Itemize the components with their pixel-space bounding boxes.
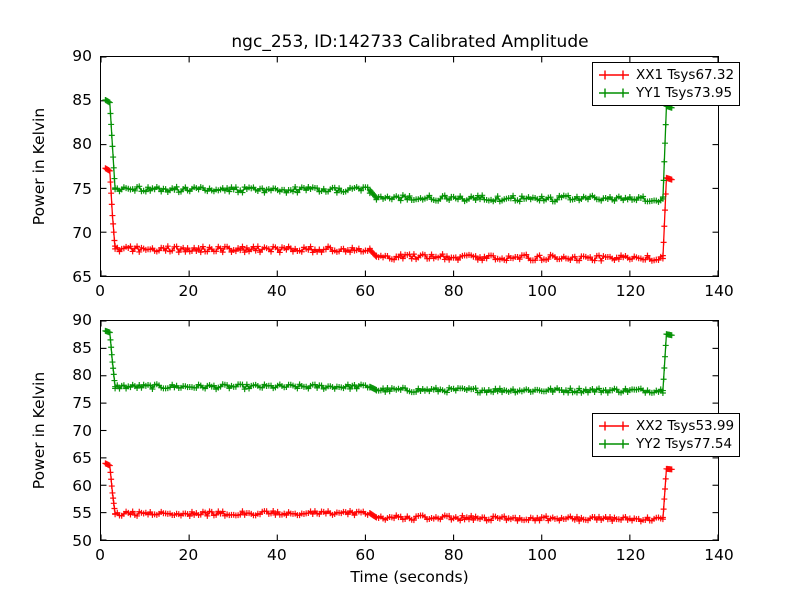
top-subplot-legend: XX1 Tsys67.32 YY1 Tsys73.95 (592, 62, 740, 106)
x-tick-label: 80 (444, 546, 464, 564)
bottom-subplot-legend: XX2 Tsys53.99 YY2 Tsys77.54 (592, 413, 740, 457)
x-tick-label: 140 (704, 546, 734, 564)
legend-label: YY2 Tsys77.54 (636, 437, 732, 451)
legend-entry: XX2 Tsys53.99 (597, 417, 734, 435)
legend-label: YY1 Tsys73.95 (636, 86, 732, 100)
legend-marker-icon (597, 419, 631, 433)
x-axis-label: Time (seconds) (100, 568, 719, 586)
x-tick-label: 140 (704, 282, 734, 300)
x-tick-label: 60 (355, 282, 375, 300)
legend-marker-icon (597, 437, 631, 451)
x-tick-label: 20 (179, 546, 199, 564)
legend-marker-icon (597, 86, 631, 100)
x-tick-label: 120 (616, 546, 646, 564)
data-series-xx (102, 460, 674, 524)
x-tick-label: 60 (355, 546, 375, 564)
x-tick-label: 100 (527, 546, 557, 564)
x-tick-label: 80 (444, 282, 464, 300)
page-title: ngc_253, ID:142733 Calibrated Amplitude (100, 32, 720, 52)
data-series-yy (102, 97, 674, 205)
x-tick-label: 40 (267, 282, 287, 300)
x-tick-label: 40 (267, 546, 287, 564)
x-tick-label: 0 (95, 282, 105, 300)
legend-entry: XX1 Tsys67.32 (597, 66, 734, 84)
x-tick-label: 100 (527, 282, 557, 300)
legend-marker-icon (597, 68, 631, 82)
x-tick-label: 0 (95, 546, 105, 564)
x-tick-label: 120 (616, 282, 646, 300)
top-subplot-y-axis-label: Power in Kelvin (30, 56, 48, 277)
data-series-xx (102, 165, 674, 263)
x-tick-label: 20 (179, 282, 199, 300)
legend-entry: YY2 Tsys77.54 (597, 435, 734, 453)
legend-entry: YY1 Tsys73.95 (597, 84, 734, 102)
bottom-subplot-y-axis-label: Power in Kelvin (30, 320, 48, 541)
legend-label: XX2 Tsys53.99 (636, 419, 734, 433)
legend-label: XX1 Tsys67.32 (636, 68, 734, 82)
matplotlib-figure: ngc_253, ID:142733 Calibrated Amplitude … (0, 0, 800, 600)
data-series-yy (102, 328, 674, 396)
